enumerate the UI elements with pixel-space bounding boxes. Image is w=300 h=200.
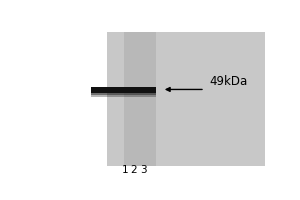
Bar [124,32,156,166]
Text: 49kDa: 49kDa [210,75,248,88]
Bar [91,87,156,92]
Text: 3: 3 [140,165,147,175]
Text: 1: 1 [122,165,128,175]
Bar [107,32,266,166]
Text: 2: 2 [131,165,137,175]
